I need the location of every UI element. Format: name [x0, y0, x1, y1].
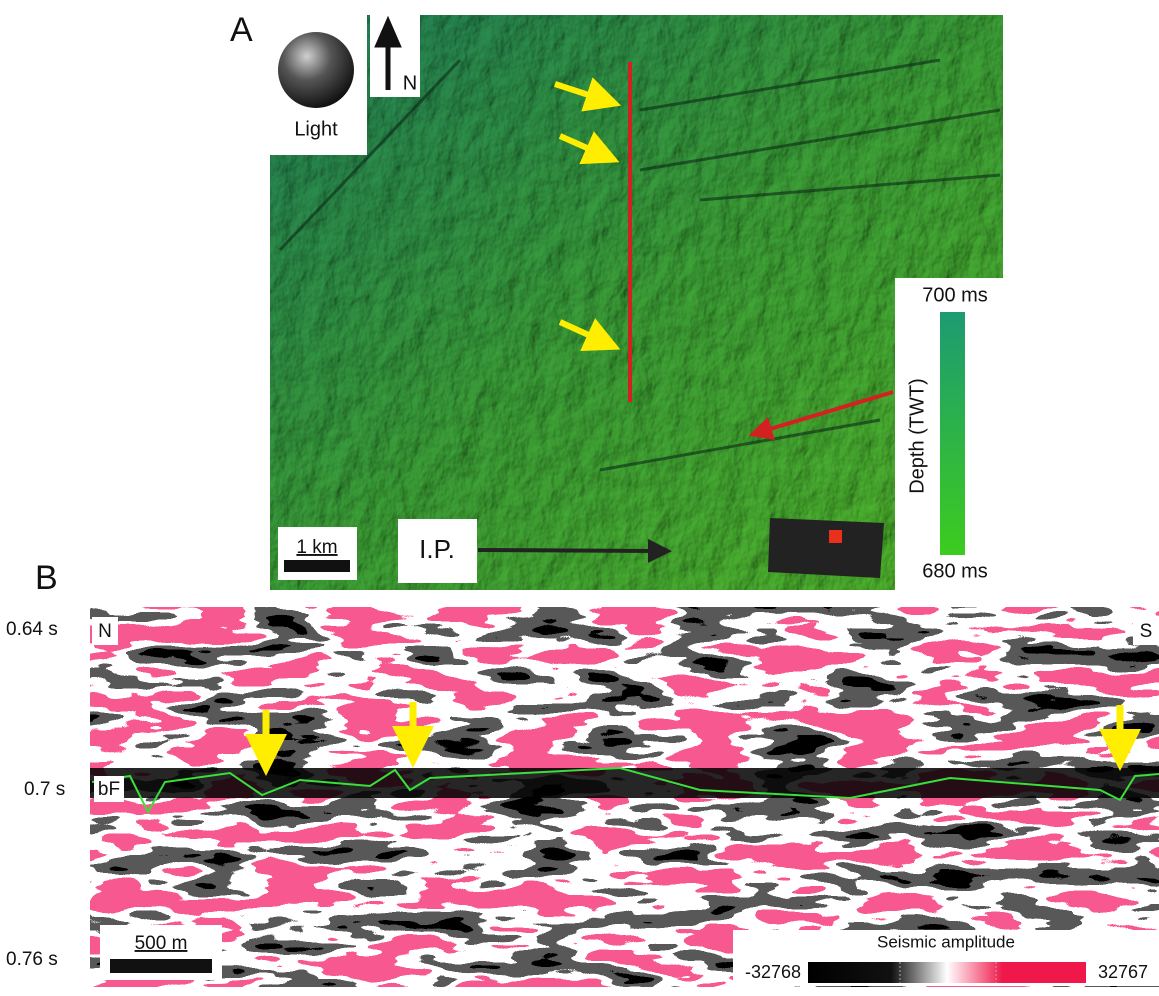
- ip-label: I.P.: [419, 534, 455, 564]
- location-map: [768, 518, 884, 578]
- time-label: 0.76 s: [6, 949, 58, 970]
- scale-bar: [284, 560, 350, 572]
- depth-title: Depth (TWT): [906, 378, 928, 494]
- light-label: Light: [294, 118, 338, 140]
- amplitude-colorbar: [808, 962, 1086, 983]
- south-label: S: [1140, 621, 1153, 642]
- time-label: 0.7 s: [24, 779, 65, 800]
- ip-arrow: [478, 550, 660, 551]
- amplitude-max: 32767: [1098, 962, 1148, 982]
- time-label: 0.64 s: [6, 619, 58, 640]
- north-label: N: [98, 621, 112, 642]
- depth-bottom-label: 680 ms: [922, 560, 988, 582]
- relief-texture: [270, 15, 1003, 590]
- reflector: [90, 768, 1159, 798]
- depth-top-label: 700 ms: [922, 284, 988, 306]
- scale-label: 500 m: [135, 933, 188, 954]
- location-marker: [829, 530, 842, 543]
- light-sphere: [278, 32, 354, 108]
- figure: A Light N 700 ms 680 ms Depth (TWT) 1 km…: [0, 0, 1159, 991]
- amplitude-min: -32768: [745, 962, 801, 982]
- horizon-label: bF: [98, 779, 120, 800]
- depth-colorbar: [940, 312, 965, 555]
- scale-bar: [110, 959, 212, 973]
- north-label: N: [403, 72, 417, 94]
- amplitude-title: Seismic amplitude: [877, 932, 1015, 951]
- scale-label: 1 km: [296, 537, 337, 558]
- panel-label: A: [230, 11, 253, 49]
- panel-label: B: [35, 559, 58, 597]
